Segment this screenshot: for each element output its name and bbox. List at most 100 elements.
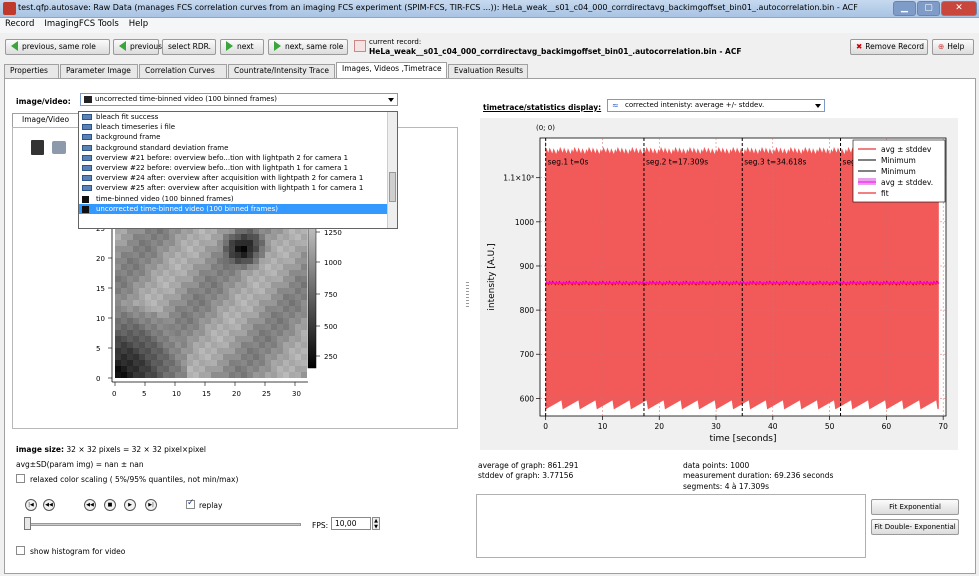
first-frame-icon[interactable]: |◀ — [25, 499, 37, 511]
image-video-label: image/video: — [16, 97, 71, 106]
heatmap-cell — [145, 282, 151, 288]
heatmap-cell — [193, 276, 199, 282]
heatmap-cell — [139, 252, 145, 258]
heatmap-cell — [115, 252, 121, 258]
tab-countrate-intensity[interactable]: Countrate/Intensity Trace — [228, 64, 335, 78]
heatmap-cell — [295, 276, 301, 282]
heatmap-cell — [253, 300, 259, 306]
heatmap-cell — [205, 318, 211, 324]
tab-correlation-curves[interactable]: Correlation Curves — [139, 64, 227, 78]
heatmap-cell — [241, 336, 247, 342]
tab-images-videos-timetrace[interactable]: Images, Videos ,Timetrace — [336, 62, 447, 78]
previous-same-role-button[interactable]: previous, same role — [5, 39, 110, 55]
heatmap-cell — [283, 306, 289, 312]
menu-imagingfcs-tools[interactable]: ImagingFCS Tools — [44, 19, 119, 29]
timetrace-combo[interactable]: ≈ corrected intenisty: average +/- stddev… — [607, 99, 825, 112]
splitter-handle[interactable] — [466, 282, 469, 308]
list-item[interactable]: time-binned video (100 binned frames) — [79, 194, 397, 204]
frame-slider[interactable] — [25, 523, 301, 526]
minimize-icon[interactable]: ▁ — [893, 1, 916, 16]
heatmap-cell — [295, 264, 301, 270]
save-icon[interactable] — [31, 140, 44, 155]
previous-button[interactable]: previous — [113, 39, 162, 55]
help-button[interactable]: ⊕ Help — [932, 39, 974, 55]
remove-record-button[interactable]: ✖ Remove Record — [850, 39, 928, 55]
list-item[interactable]: overview #21 before: overview befo...tio… — [79, 153, 397, 163]
heatmap-cell — [289, 342, 295, 348]
rewind-icon[interactable]: ◀◀ — [84, 499, 96, 511]
tab-evaluation-results[interactable]: Evaluation Results — [448, 64, 528, 78]
list-item[interactable]: overview #25 after: overview after acqui… — [79, 183, 397, 193]
window-title: test.qfp.autosave: Raw Data (manages FCS… — [18, 3, 858, 12]
image-video-dropdown[interactable]: bleach fit success bleach timeseries i f… — [78, 111, 398, 229]
heatmap-cell — [217, 282, 223, 288]
heatmap-cell — [301, 312, 307, 318]
list-item[interactable]: overview #22 before: overview befo...tio… — [79, 163, 397, 173]
remove-icon: ✖ — [856, 42, 863, 51]
heatmap-cell — [121, 240, 127, 246]
dropdown-scrollbar[interactable] — [387, 112, 397, 228]
list-item[interactable]: background standard deviation frame — [79, 143, 397, 153]
select-rdr-button[interactable]: select RDR. — [162, 39, 216, 55]
play-icon[interactable]: ▶ — [124, 499, 136, 511]
histogram-checkbox[interactable] — [16, 546, 25, 555]
heatmap-cell — [265, 342, 271, 348]
list-item-selected[interactable]: uncorrected time-binned video (100 binne… — [79, 203, 397, 214]
fps-input[interactable]: 10,00 — [331, 517, 371, 530]
heatmap-cell — [283, 324, 289, 330]
heatmap-cell — [151, 300, 157, 306]
heatmap-cell — [181, 366, 187, 372]
fps-spinner-icon[interactable]: ▲ ▼ — [372, 517, 380, 530]
stop-icon[interactable]: ■ — [104, 499, 116, 511]
tab-properties[interactable]: Properties — [4, 64, 59, 78]
heatmap-cell — [235, 234, 241, 240]
heatmap-cell — [247, 252, 253, 258]
heatmap-cell — [169, 276, 175, 282]
heatmap-cell — [115, 270, 121, 276]
prev-frame-icon[interactable]: ◀◀ — [43, 499, 55, 511]
image-video-combo[interactable]: uncorrected time-binned video (100 binne… — [80, 93, 398, 106]
heatmap-cell — [211, 372, 217, 378]
heatmap-cell — [151, 246, 157, 252]
menu-help[interactable]: Help — [128, 19, 149, 29]
heatmap-cell — [253, 318, 259, 324]
heatmap-cell — [223, 288, 229, 294]
list-item[interactable]: bleach timeseries i file — [79, 122, 397, 132]
heatmap-cell — [115, 246, 121, 252]
heatmap-cell — [193, 246, 199, 252]
print-icon[interactable] — [52, 141, 66, 154]
heatmap-cell — [121, 258, 127, 264]
legend-item: fit — [881, 189, 889, 198]
heatmap-cell — [289, 294, 295, 300]
heatmap-cell — [283, 372, 289, 378]
heatmap-cell — [157, 372, 163, 378]
heatmap-cell — [151, 348, 157, 354]
fit-double-exponential-button[interactable]: Fit Double- Exponential — [871, 519, 959, 535]
fit-exponential-button[interactable]: Fit Exponential — [871, 499, 959, 515]
maximize-icon[interactable]: ▢ — [917, 1, 940, 16]
y-tick-label: 800 — [520, 306, 535, 315]
heatmap-cell — [121, 270, 127, 276]
origin-label: (0; 0) — [536, 124, 555, 132]
heatmap-cell — [259, 366, 265, 372]
list-item[interactable]: background frame — [79, 132, 397, 142]
list-item[interactable]: overview #24 after: overview after acqui… — [79, 173, 397, 183]
heatmap-cell — [259, 228, 265, 234]
heatmap-cell — [193, 306, 199, 312]
heatmap-cell — [295, 252, 301, 258]
heatmap-cell — [175, 324, 181, 330]
list-item[interactable]: bleach fit success — [79, 112, 397, 122]
close-icon[interactable]: ✕ — [941, 1, 977, 16]
heatmap-cell — [157, 330, 163, 336]
menu-record[interactable]: Record — [5, 19, 35, 29]
heatmap-cell — [211, 300, 217, 306]
last-frame-icon[interactable]: ▶| — [145, 499, 157, 511]
relaxed-scaling-checkbox[interactable] — [16, 474, 25, 483]
next-same-role-button[interactable]: next, same role — [268, 39, 348, 55]
tab-parameter-image[interactable]: Parameter Image — [60, 64, 138, 78]
heatmap-cell — [139, 234, 145, 240]
frame-slider-handle[interactable] — [24, 517, 31, 530]
heatmap-cell — [115, 300, 121, 306]
replay-checkbox[interactable] — [186, 498, 195, 509]
next-button[interactable]: next — [220, 39, 264, 55]
